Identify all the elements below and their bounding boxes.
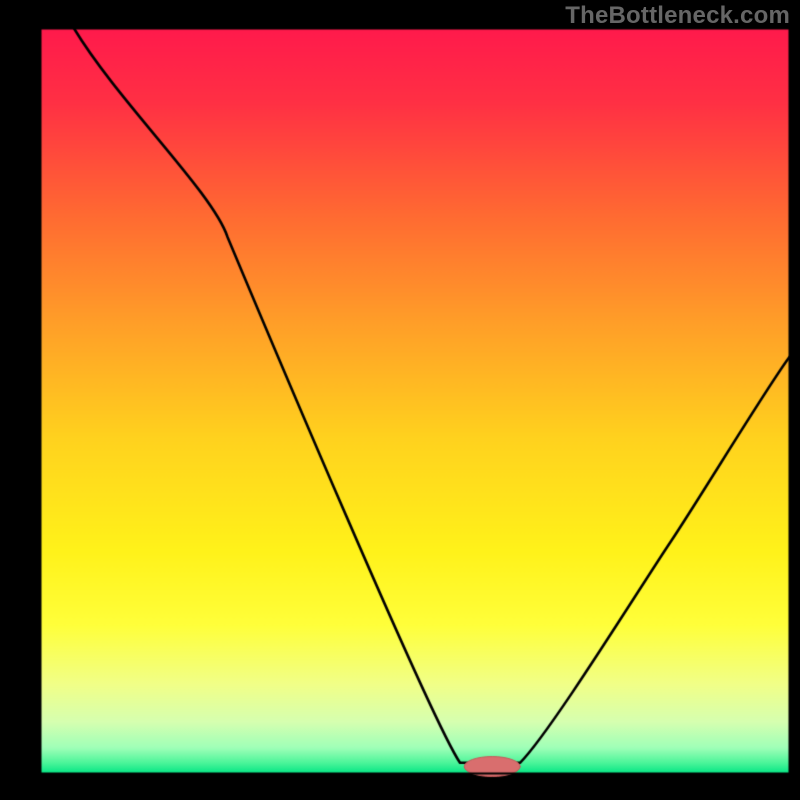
bottleneck-chart-canvas	[0, 0, 800, 800]
watermark-text: TheBottleneck.com	[565, 2, 790, 30]
chart-stage: TheBottleneck.com	[0, 0, 800, 800]
